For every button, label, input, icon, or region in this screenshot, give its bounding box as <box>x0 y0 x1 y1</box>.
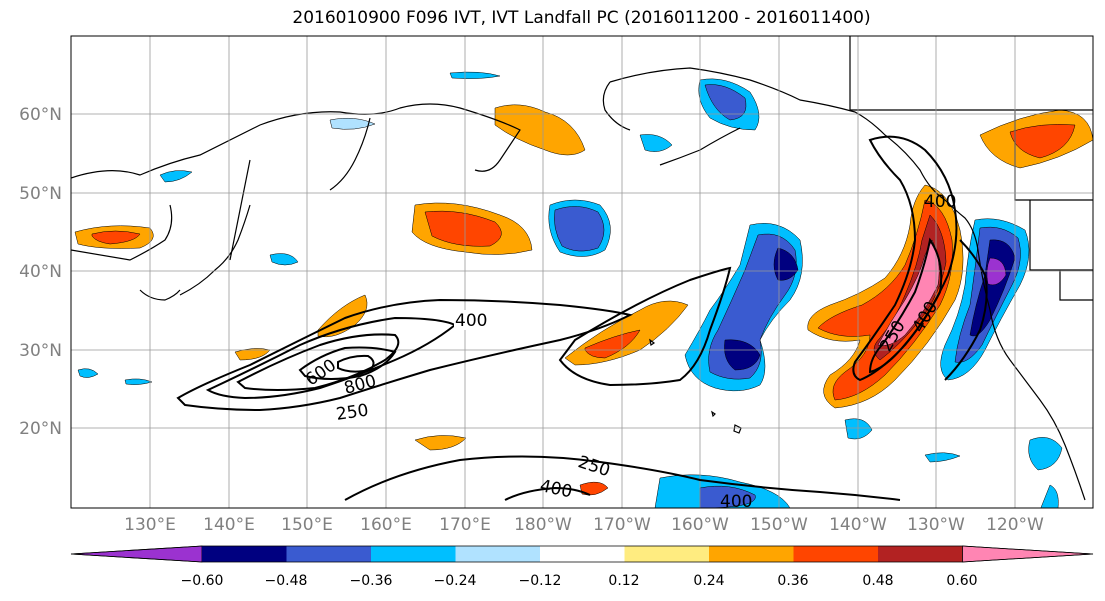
colorbar-tick: −0.48 <box>265 573 308 589</box>
colorbar-tick: −0.12 <box>519 573 562 589</box>
colorbar-tick: 0.60 <box>946 573 977 589</box>
lon-label-150w: 150°W <box>750 515 808 535</box>
map-frame <box>70 35 1094 509</box>
colorbar-cell <box>286 546 372 562</box>
lat-label-50n: 50°N <box>19 184 62 204</box>
latitude-labels: 60°N 50°N 40°N 30°N 20°N <box>19 105 62 439</box>
lat-label-60n: 60°N <box>19 105 62 125</box>
contour-label-250-west: 250 <box>335 401 370 425</box>
colorbar-tick: −0.24 <box>434 573 477 589</box>
colorbar-ticks: −0.60 −0.48 −0.36 −0.24 −0.12 0.12 0.24 … <box>181 573 978 589</box>
lat-label-40n: 40°N <box>19 262 62 282</box>
ivt-contours <box>176 135 988 501</box>
colorbar-cell <box>709 546 794 562</box>
lon-label-120w: 120°W <box>986 515 1044 535</box>
colorbar-cell <box>540 546 625 562</box>
colorbar-cell <box>202 546 287 562</box>
colorbar-cells <box>70 545 1094 563</box>
contour-label-400-north: 400 <box>924 192 956 212</box>
lon-label-160e: 160°E <box>360 515 412 535</box>
graticule <box>71 36 1093 508</box>
lon-label-140w: 140°W <box>829 515 887 535</box>
colorbar-cell <box>793 546 879 562</box>
colorbar-frame <box>70 545 1094 563</box>
colorbar-cell <box>371 546 456 562</box>
lon-label-160w: 160°W <box>671 515 729 535</box>
colorbar-cell <box>70 545 203 563</box>
colorbar-cell <box>455 546 541 562</box>
contour-label-400: 400 <box>455 311 487 331</box>
colorbar-tick: −0.60 <box>181 573 224 589</box>
lon-label-130e: 130°E <box>124 515 176 535</box>
map-plot-area: 400 600 800 250 250 400 400 400 250 400 <box>71 36 1093 512</box>
lon-label-170e: 170°E <box>439 515 491 535</box>
lon-label-140e: 140°E <box>203 515 255 535</box>
colorbar-cell <box>878 546 963 562</box>
lat-label-30n: 30°N <box>19 341 62 361</box>
contour-label-400-southeast: 400 <box>720 492 752 512</box>
colorbar: −0.60 −0.48 −0.36 −0.24 −0.12 0.12 0.24 … <box>70 545 1094 589</box>
map-title: 2016010900 F096 IVT, IVT Landfall PC (20… <box>292 8 871 28</box>
colorbar-tick: 0.48 <box>862 573 893 589</box>
lon-label-130w: 130°W <box>907 515 965 535</box>
colorbar-cell <box>624 546 710 562</box>
colorbar-tick: −0.36 <box>350 573 393 589</box>
colorbar-tick: 0.12 <box>608 573 639 589</box>
lon-label-170w: 170°W <box>593 515 651 535</box>
colorbar-tick: 0.36 <box>777 573 808 589</box>
lon-label-180w: 180°W <box>514 515 572 535</box>
coastlines <box>71 36 1093 501</box>
lat-label-20n: 20°N <box>19 419 62 439</box>
colorbar-cell <box>962 545 1094 563</box>
longitude-labels: 130°E 140°E 150°E 160°E 170°E 180°W 170°… <box>124 515 1044 535</box>
lon-label-150e: 150°E <box>281 515 333 535</box>
ivt-anomaly-fill <box>74 71 1093 508</box>
colorbar-tick: 0.24 <box>693 573 724 589</box>
